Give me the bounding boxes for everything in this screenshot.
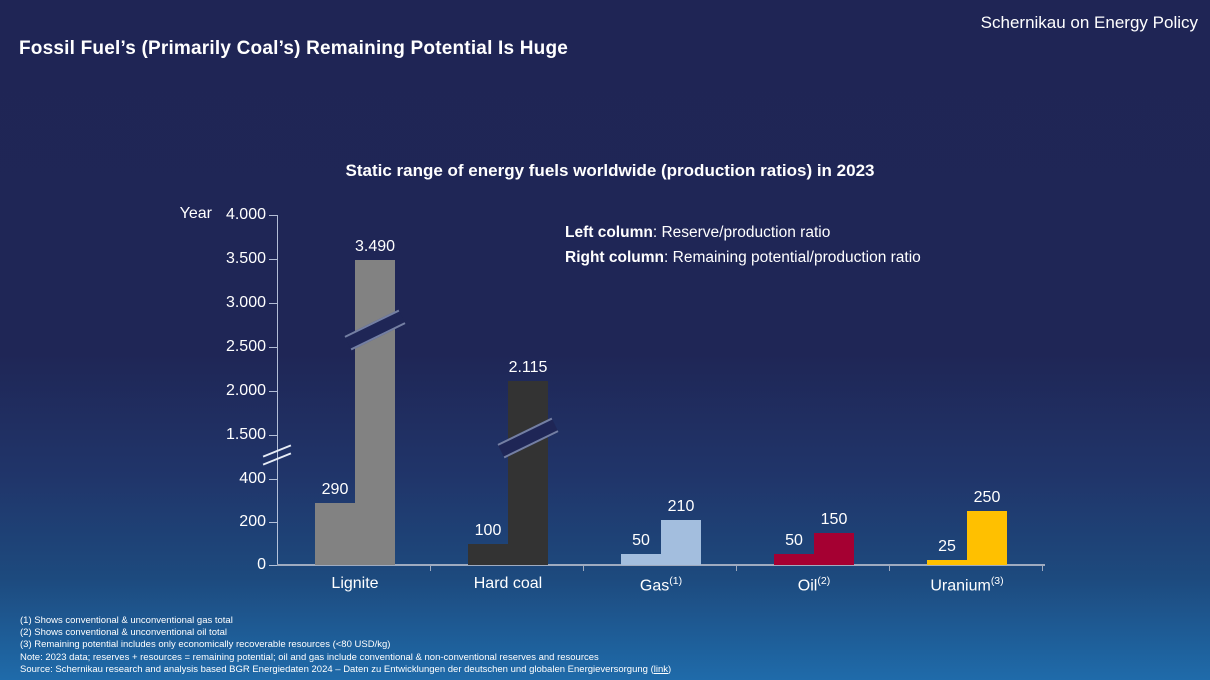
x-axis-tick bbox=[430, 566, 431, 571]
brand-text: Schernikau on Energy Policy bbox=[980, 13, 1198, 32]
y-axis-line bbox=[277, 215, 278, 565]
bar-value-label: 3.490 bbox=[354, 237, 396, 255]
y-axis-tick bbox=[269, 215, 277, 216]
bar-value-label: 150 bbox=[820, 510, 848, 528]
category-superscript: (2) bbox=[817, 575, 831, 587]
bar-value-label: 2.115 bbox=[508, 358, 548, 376]
y-axis-tick bbox=[269, 259, 277, 260]
category-label: Oil(2) bbox=[797, 575, 831, 595]
y-axis-tick bbox=[269, 303, 277, 304]
y-axis-tick bbox=[269, 565, 277, 566]
legend-left-desc: : Reserve/production ratio bbox=[652, 224, 831, 241]
x-axis-tick bbox=[1042, 566, 1043, 571]
bar-gas-reserve bbox=[621, 554, 661, 565]
y-tick-label: 4.000 bbox=[225, 206, 266, 223]
bar-uranium-potential bbox=[967, 511, 1007, 565]
y-tick-label: 3.000 bbox=[225, 294, 266, 311]
bar-value-label: 25 bbox=[938, 537, 956, 555]
legend-line-right-column: Right column: Remaining potential/produc… bbox=[565, 246, 921, 271]
x-axis-tick bbox=[889, 566, 890, 571]
y-axis-tick bbox=[269, 522, 277, 523]
y-axis-tick bbox=[269, 479, 277, 480]
bar-value-label: 210 bbox=[667, 497, 695, 515]
bar-value-label: 100 bbox=[474, 521, 502, 539]
y-axis-title: Year bbox=[179, 205, 212, 222]
y-axis-tick bbox=[269, 435, 277, 436]
chart-legend: Left column: Reserve/production ratio Ri… bbox=[565, 221, 921, 270]
y-axis-tick bbox=[269, 391, 277, 392]
y-tick-label: 400 bbox=[239, 470, 266, 487]
footnote-2: (2) Shows conventional & unconventional … bbox=[20, 627, 228, 639]
bar-hard-coal-reserve bbox=[468, 543, 508, 565]
bar-uranium-reserve bbox=[927, 559, 967, 565]
x-axis-tick bbox=[583, 566, 584, 571]
bar-value-label: 290 bbox=[321, 480, 349, 498]
footnote-1: (1) Shows conventional & unconventional … bbox=[20, 615, 233, 626]
bar-value-label: 250 bbox=[973, 489, 1001, 507]
category-label: Lignite bbox=[331, 575, 379, 592]
bar-oil-potential bbox=[814, 532, 854, 565]
y-tick-label: 2.500 bbox=[225, 338, 266, 355]
bar-value-label: 50 bbox=[632, 532, 650, 550]
y-axis-tick bbox=[269, 347, 277, 348]
footnote-3: (3) Remaining potential includes only ec… bbox=[20, 639, 391, 651]
bar-hard-coal-potential bbox=[508, 380, 548, 565]
bar-value-label: 50 bbox=[785, 532, 803, 550]
y-tick-label: 3.500 bbox=[225, 250, 266, 267]
source-text: Source: Schernikau research and analysis… bbox=[20, 663, 654, 675]
legend-line-left-column: Left column: Reserve/production ratio bbox=[565, 221, 921, 246]
footnote-note: Note: 2023 data; reserves + resources = … bbox=[20, 651, 599, 663]
y-tick-label: 200 bbox=[239, 513, 266, 530]
y-tick-label: 2.000 bbox=[225, 382, 266, 399]
footnotes: (1) Shows conventional & unconventional … bbox=[20, 615, 671, 676]
source-text-suffix: ) bbox=[668, 663, 672, 675]
category-label: Uranium(3) bbox=[930, 575, 1004, 595]
y-tick-label: 0 bbox=[257, 556, 266, 573]
x-axis-line bbox=[277, 564, 1045, 566]
category-superscript: (1) bbox=[669, 575, 683, 587]
bar-lignite-reserve bbox=[315, 502, 355, 565]
legend-left-label: Left column bbox=[565, 224, 653, 241]
x-axis-tick bbox=[736, 566, 737, 571]
legend-right-desc: : Remaining potential/production ratio bbox=[664, 248, 921, 266]
category-superscript: (3) bbox=[990, 575, 1004, 587]
y-tick-label: 1.500 bbox=[225, 426, 266, 443]
bar-gas-potential bbox=[661, 519, 701, 565]
category-label: Gas(1) bbox=[639, 575, 683, 595]
slide-title: Fossil Fuel’s (Primarily Coal’s) Remaini… bbox=[19, 38, 569, 59]
legend-right-label: Right column bbox=[565, 248, 665, 266]
source-link[interactable]: link bbox=[653, 663, 669, 675]
bar-lignite-potential bbox=[355, 259, 395, 565]
source-line: Source: Schernikau research and analysis… bbox=[20, 664, 671, 676]
category-label: Hard coal bbox=[473, 575, 543, 592]
chart-title: Static range of energy fuels worldwide (… bbox=[345, 161, 875, 180]
bar-oil-reserve bbox=[774, 554, 814, 565]
